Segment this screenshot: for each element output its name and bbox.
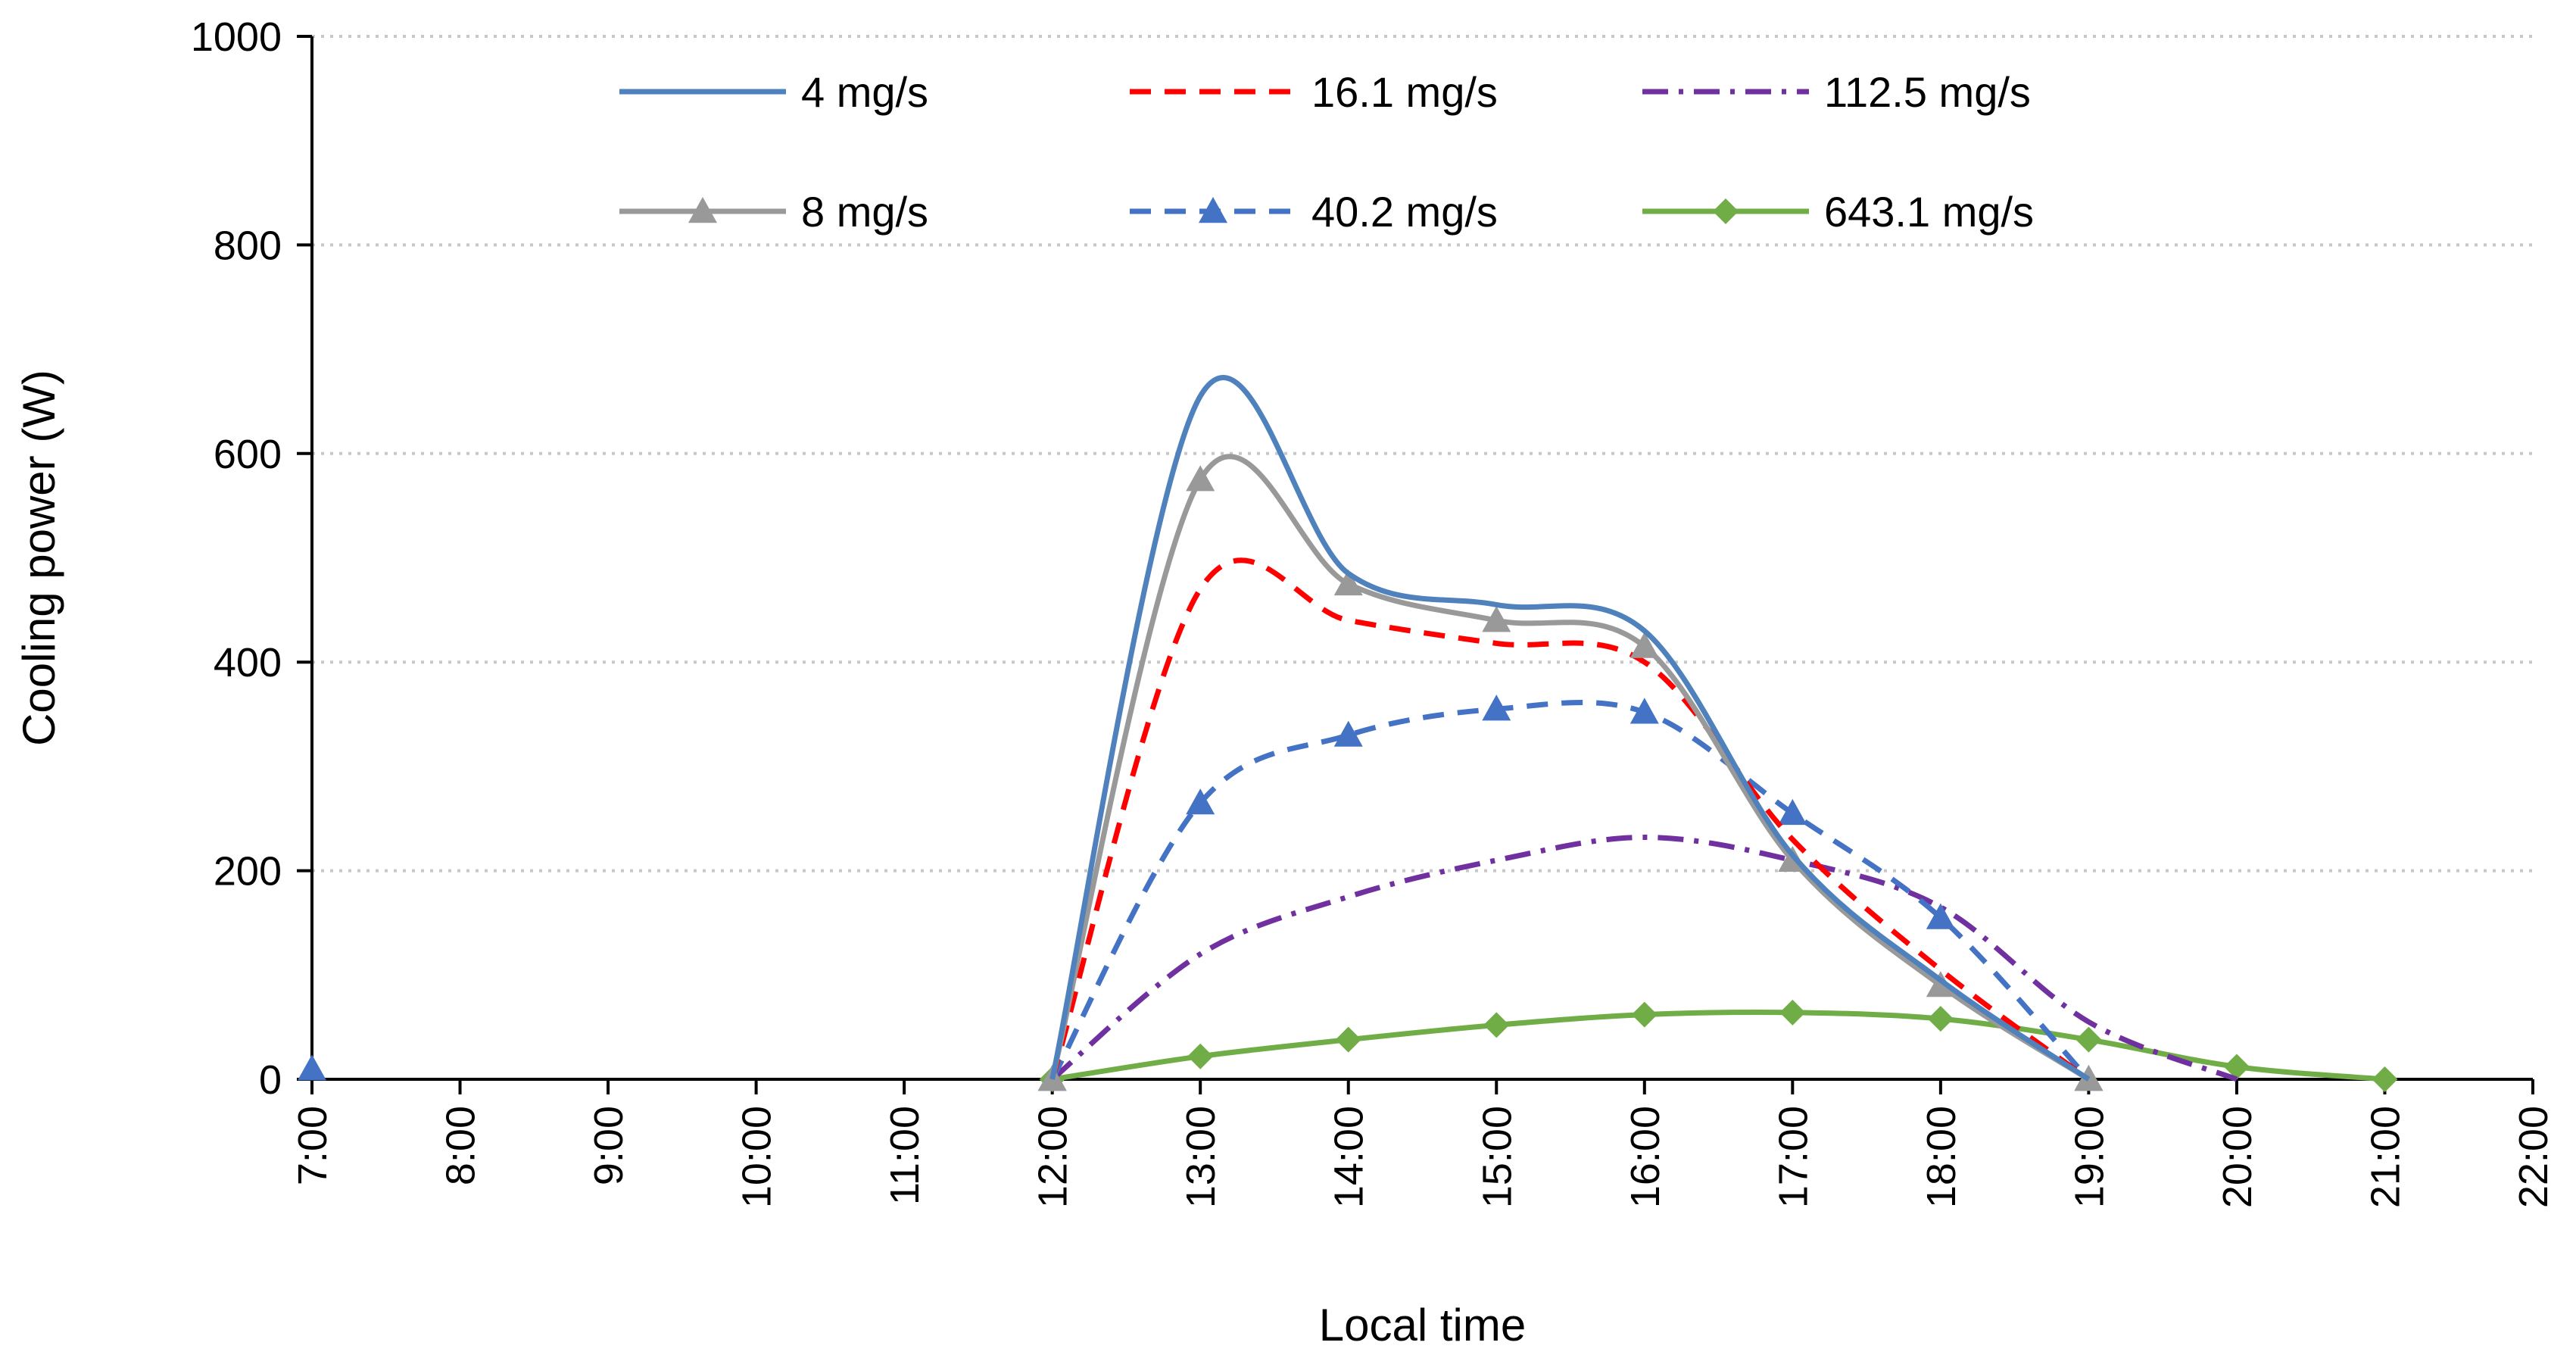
data-point bbox=[1631, 1001, 1658, 1028]
x-tick-label: 8:00 bbox=[438, 1106, 484, 1185]
data-point bbox=[1187, 1043, 1214, 1069]
data-point bbox=[1778, 798, 1807, 826]
x-tick-label: 12:00 bbox=[1031, 1106, 1076, 1208]
legend-label: 16.1 mg/s bbox=[1311, 68, 1498, 116]
legend-label: 40.2 mg/s bbox=[1311, 188, 1498, 236]
legend-entry-112-5-mg-s: 112.5 mg/s bbox=[1642, 68, 2031, 116]
data-point bbox=[1483, 1012, 1510, 1038]
x-tick-label: 18:00 bbox=[1919, 1106, 1964, 1208]
series bbox=[298, 375, 2398, 1092]
gridlines bbox=[312, 35, 2533, 873]
y-tick-label: 200 bbox=[214, 849, 282, 894]
y-tick-label: 400 bbox=[214, 640, 282, 685]
legend-entry-8-mg-s: 8 mg/s bbox=[619, 188, 928, 236]
series-line bbox=[1049, 699, 2091, 1082]
data-point bbox=[1186, 788, 1215, 815]
data-point bbox=[298, 1054, 326, 1081]
data-point bbox=[1482, 606, 1511, 632]
y-tick-label: 1000 bbox=[191, 14, 282, 60]
axes: 0 200 400 600 800 1000 7:00 8:00 9:00 10:00 11:00 1… bbox=[191, 14, 2556, 1208]
data-point bbox=[1629, 632, 1659, 658]
x-tick-label: 17:00 bbox=[1770, 1106, 1816, 1208]
data-point bbox=[1333, 720, 1363, 747]
data-point bbox=[2372, 1066, 2398, 1092]
series-line bbox=[1049, 557, 2091, 1082]
x-tick-label: 20:00 bbox=[2215, 1106, 2260, 1208]
legend-entry-40-2-mg-s: 40.2 mg/s bbox=[1130, 188, 1498, 236]
legend-entry-4-mg-s: 4 mg/s bbox=[619, 68, 928, 116]
series-4-mg-s bbox=[1049, 375, 2091, 1082]
legend-label: 8 mg/s bbox=[801, 188, 928, 236]
y-tick-label: 0 bbox=[259, 1057, 282, 1103]
series-16-1-mg-s bbox=[1049, 557, 2091, 1082]
legend-marker bbox=[688, 197, 717, 223]
legend: 4 mg/s 16.1 mg/s 112.5 mg/s 8 mg/s 40.2 mg/s… bbox=[619, 68, 2034, 236]
x-tick-label: 19:00 bbox=[2066, 1106, 2112, 1208]
legend-label: 643.1 mg/s bbox=[1824, 188, 2034, 236]
y-tick-label: 800 bbox=[214, 223, 282, 268]
series-line bbox=[1050, 835, 2238, 1082]
data-point bbox=[1779, 999, 1806, 1026]
data-point bbox=[2223, 1054, 2250, 1080]
legend-entry-16-1-mg-s: 16.1 mg/s bbox=[1130, 68, 1498, 116]
x-tick-label: 15:00 bbox=[1474, 1106, 1520, 1208]
x-tick-label: 7:00 bbox=[290, 1106, 335, 1185]
x-tick-label: 22:00 bbox=[2511, 1106, 2556, 1208]
legend-marker bbox=[1713, 198, 1739, 224]
legend-marker bbox=[1199, 197, 1227, 223]
data-point bbox=[1927, 1006, 1954, 1032]
y-tick-label: 600 bbox=[214, 432, 282, 477]
x-tick-label: 21:00 bbox=[2362, 1106, 2408, 1208]
legend-entry-643-1-mg-s: 643.1 mg/s bbox=[1642, 188, 2034, 236]
x-tick-label: 13:00 bbox=[1178, 1106, 1224, 1208]
series-line bbox=[1052, 1010, 2385, 1082]
data-point bbox=[1926, 971, 1955, 997]
x-tick-label: 11:00 bbox=[882, 1106, 928, 1205]
series-112-5-mg-s bbox=[1050, 835, 2238, 1082]
legend-label: 112.5 mg/s bbox=[1824, 68, 2031, 116]
x-tick-label: 10:00 bbox=[734, 1106, 780, 1208]
x-tick-label: 16:00 bbox=[1623, 1106, 1668, 1208]
data-point bbox=[1926, 903, 1955, 929]
data-point bbox=[1482, 695, 1511, 721]
data-point bbox=[1186, 465, 1215, 492]
data-point bbox=[1335, 1026, 1361, 1053]
legend-label: 4 mg/s bbox=[801, 68, 928, 116]
series-line bbox=[1049, 454, 2091, 1082]
x-tick-label: 9:00 bbox=[586, 1106, 632, 1185]
data-point bbox=[1333, 569, 1363, 596]
x-tick-label: 14:00 bbox=[1327, 1106, 1372, 1208]
data-point bbox=[1629, 698, 1659, 724]
data-point bbox=[2075, 1026, 2102, 1053]
y-axis-title: Cooling power (W) bbox=[14, 370, 64, 746]
x-axis-title: Local time bbox=[1319, 1300, 1526, 1350]
series-line bbox=[1049, 375, 2091, 1082]
